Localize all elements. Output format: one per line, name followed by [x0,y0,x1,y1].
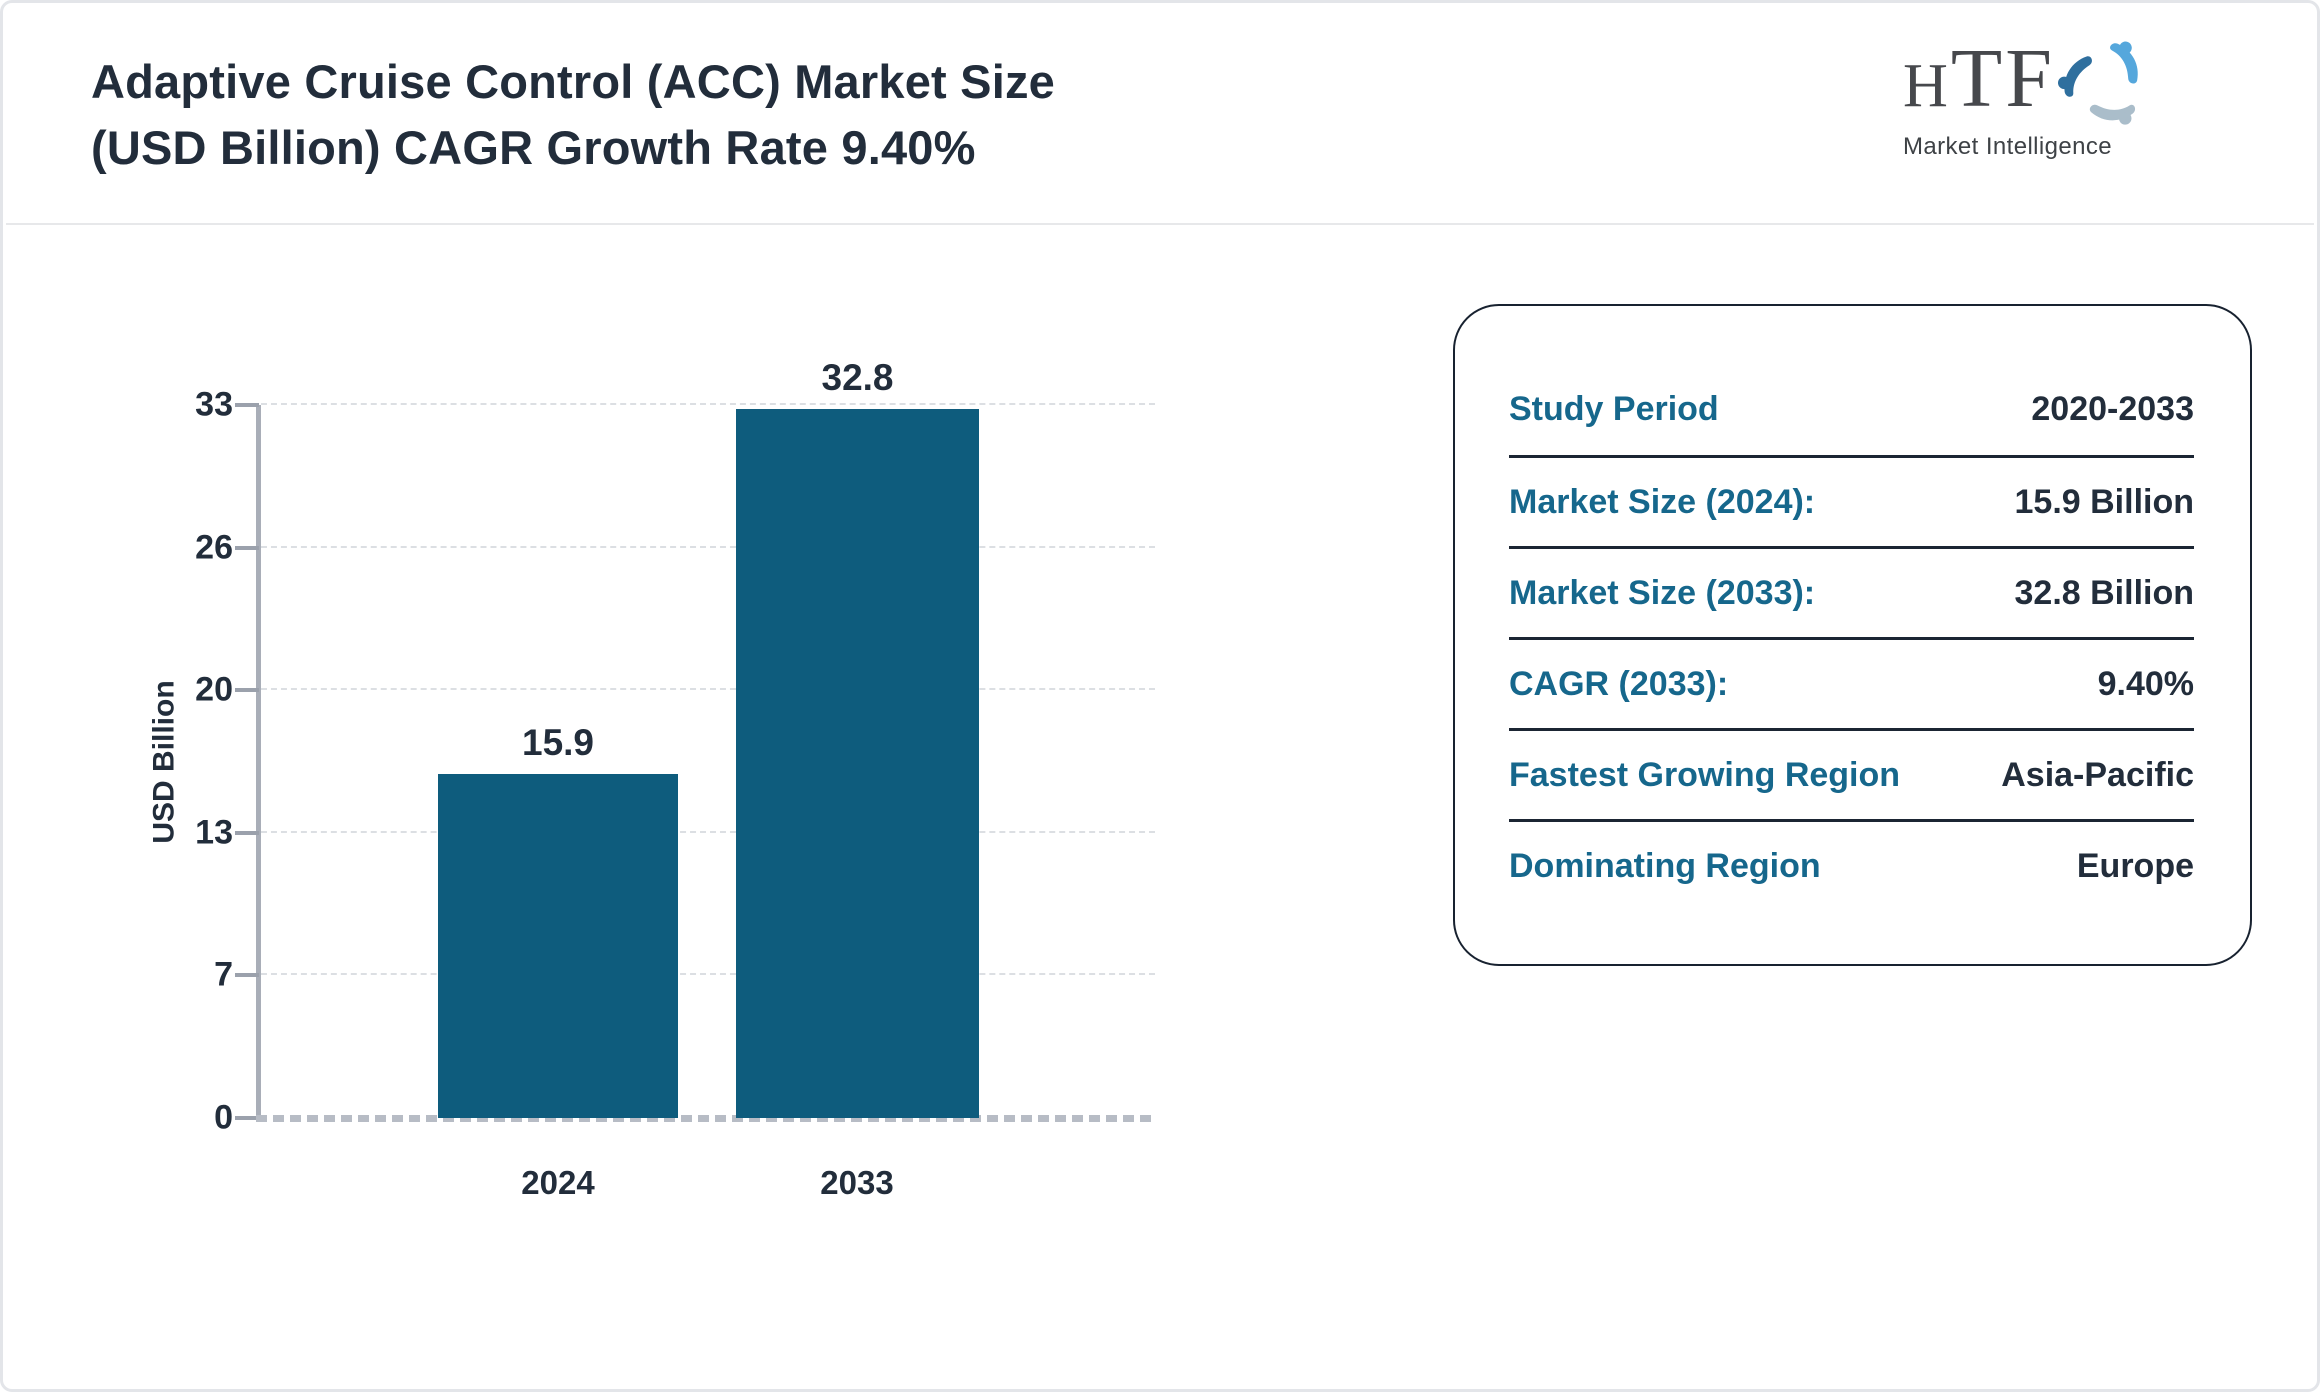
stat-label: Fastest Growing Region [1509,755,1901,794]
y-tick-label: 13 [195,813,233,852]
stat-row-market-size-2033: Market Size (2033): 32.8 Billion [1509,546,2194,637]
y-tick-mark [235,688,259,693]
bar-chart-plot-area: 0 7 13 20 26 33 15.9 32.8 2024 2033 [195,357,1155,1201]
x-tick-label-2033: 2033 [820,1164,894,1201]
htf-logo-h: H [1903,52,1951,120]
y-axis-title: USD Billion [148,679,181,844]
market-stats-panel: Study Period 2020-2033 Market Size (2024… [1453,304,2252,966]
htf-logo-tf: TF [1950,32,2055,125]
stat-label: Study Period [1509,390,1719,428]
htf-logo-text: HTF [1903,37,2055,128]
stat-row-fastest-growing-region: Fastest Growing Region Asia-Pacific [1509,728,2194,819]
y-axis-line [256,405,261,1118]
y-tick-label: 7 [214,955,233,994]
stat-row-cagr: CAGR (2033): 9.40% [1509,637,2194,728]
y-tick-label: 26 [195,528,233,567]
stat-value: 32.8 Billion [2014,573,2195,612]
htf-logo: HTF Market Inte [1903,37,2233,161]
y-tick-label: 0 [214,1098,233,1137]
y-tick-mark [235,973,259,978]
stat-value: Europe [2076,846,2194,885]
gridline [261,688,1155,691]
htf-logo-subtitle: Market Intelligence [1903,133,2113,160]
bar-2024: 15.9 [438,722,678,1118]
stat-label: Market Size (2024): [1509,482,1816,521]
y-tick-label: 33 [195,385,233,424]
gridline [261,545,1155,548]
bar-2033: 32.8 [736,357,979,1118]
gridline [261,830,1155,833]
y-tick-mark [235,403,259,407]
header-divider [6,223,2314,225]
bar-value-2033: 32.8 [821,357,894,399]
stat-value: 9.40% [2097,664,2194,703]
gridline [261,403,1155,405]
stat-value: 15.9 Billion [2014,482,2195,521]
bar-value-2024: 15.9 [521,722,595,764]
y-axis-title-box: USD Billion [135,405,195,1118]
stat-label: Market Size (2033): [1509,573,1816,612]
page-title: Adaptive Cruise Control (ACC) Market Siz… [91,49,1055,181]
page-title-line2: (USD Billion) CAGR Growth Rate 9.40% [91,121,976,174]
stat-row-market-size-2024: Market Size (2024): 15.9 Billion [1509,455,2194,546]
x-axis-baseline [256,1115,1155,1122]
logo-swirl-icon [2057,41,2138,125]
y-tick-mark [235,830,259,835]
stat-row-study-period: Study Period 2020-2033 [1509,364,2194,455]
page-title-line1: Adaptive Cruise Control (ACC) Market Siz… [91,55,1056,108]
stat-row-dominating-region: Dominating Region Europe [1509,819,2194,910]
gridline [261,973,1155,976]
y-tick-mark [235,1116,259,1120]
stat-value: Asia-Pacific [2001,755,2194,794]
stat-label: Dominating Region [1509,846,1821,885]
stat-label: CAGR (2033): [1509,664,1729,703]
y-tick-mark [235,545,259,550]
y-tick-label: 20 [195,670,233,709]
x-tick-label-2024: 2024 [521,1164,595,1201]
stat-value: 2020-2033 [2031,390,2194,428]
